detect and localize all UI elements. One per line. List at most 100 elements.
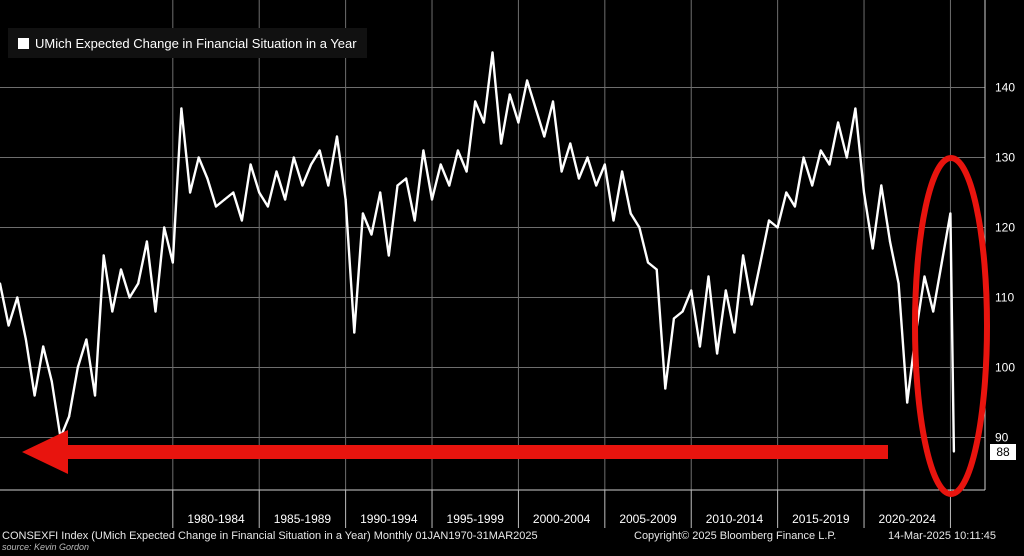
- footer-source: source: Kevin Gordon: [2, 542, 90, 552]
- data-point: [379, 191, 382, 194]
- y-tick-label: 90: [995, 431, 1009, 445]
- data-point: [301, 184, 304, 187]
- data-point: [309, 163, 313, 166]
- data-point: [500, 142, 503, 145]
- data-point: [517, 121, 520, 124]
- data-point: [93, 394, 97, 397]
- data-point: [767, 219, 771, 222]
- legend-swatch-icon: [18, 37, 29, 49]
- data-point: [802, 156, 805, 159]
- data-point: [811, 184, 814, 187]
- y-tick-label: 130: [995, 151, 1015, 165]
- data-point: [145, 240, 148, 243]
- data-point: [7, 324, 10, 327]
- data-point: [249, 163, 252, 166]
- data-point: [76, 366, 79, 369]
- data-point: [577, 177, 581, 180]
- data-point: [690, 289, 693, 292]
- data-point: [353, 331, 356, 334]
- data-point: [698, 345, 701, 348]
- data-point: [448, 184, 451, 187]
- data-point: [214, 205, 218, 208]
- data-point: [595, 184, 598, 187]
- data-point: [16, 296, 19, 299]
- data-point: [664, 387, 667, 390]
- data-point: [508, 93, 511, 96]
- data-point: [456, 149, 460, 152]
- x-tick-label: 2010-2014: [706, 512, 764, 526]
- y-tick-label: 120: [995, 221, 1015, 235]
- data-point: [733, 331, 736, 334]
- data-point: [102, 254, 105, 257]
- data-point: [819, 149, 822, 152]
- data-point: [940, 261, 943, 264]
- data-point: [370, 233, 373, 236]
- data-point: [396, 184, 399, 187]
- data-point: [491, 51, 494, 54]
- red-arrow-shaft: [60, 445, 888, 459]
- data-point: [335, 135, 339, 138]
- x-tick-label: 2015-2019: [792, 512, 850, 526]
- legend-label: UMich Expected Change in Financial Situa…: [35, 35, 357, 51]
- data-point: [223, 198, 226, 201]
- data-point: [482, 121, 485, 124]
- footer-description: CONSEXFI Index (UMich Expected Change in…: [2, 530, 538, 542]
- data-point: [361, 212, 364, 215]
- data-point: [284, 198, 287, 201]
- data-point: [232, 191, 235, 194]
- data-point: [828, 163, 831, 166]
- data-point: [871, 247, 874, 250]
- data-point: [85, 338, 88, 341]
- y-axis: 90 100 110 120 130 140: [984, 0, 1015, 490]
- data-point: [707, 275, 710, 278]
- data-point: [716, 352, 719, 355]
- data-point: [24, 338, 28, 341]
- data-point: [404, 177, 408, 180]
- data-point: [137, 282, 140, 285]
- data-point: [240, 219, 244, 222]
- data-point: [275, 170, 278, 173]
- data-point: [776, 226, 779, 229]
- data-point: [906, 401, 909, 404]
- x-tick-label: 1985-1989: [274, 512, 332, 526]
- data-point: [672, 317, 676, 320]
- data-point: [560, 170, 563, 173]
- data-point: [655, 268, 658, 271]
- chart-grid: [0, 0, 985, 490]
- x-tick-label: 2005-2009: [619, 512, 677, 526]
- data-point: [318, 149, 321, 152]
- data-point: [171, 261, 174, 264]
- data-point: [952, 450, 955, 453]
- data-point: [629, 212, 632, 215]
- data-point: [949, 212, 952, 215]
- red-ellipse-highlight: [912, 155, 990, 497]
- data-point: [923, 275, 926, 278]
- data-point: [413, 219, 416, 222]
- x-tick-label: 1995-1999: [447, 512, 505, 526]
- data-point: [638, 226, 641, 229]
- data-point: [128, 296, 131, 299]
- x-tick-label: 1980-1984: [187, 512, 245, 526]
- data-point: [474, 100, 477, 103]
- data-point: [0, 282, 2, 285]
- x-tick-label: 2000-2004: [533, 512, 591, 526]
- data-point: [569, 142, 572, 145]
- data-point: [42, 345, 45, 348]
- x-axis: 1980-1984 1985-1989 1990-1994 1995-1999 2000…: [0, 489, 985, 528]
- data-point: [793, 205, 797, 208]
- data-point: [163, 226, 166, 229]
- data-point: [612, 219, 615, 222]
- data-point: [932, 310, 935, 313]
- data-point: [154, 310, 157, 313]
- data-point: [292, 156, 295, 159]
- data-point: [188, 191, 192, 194]
- data-point: [50, 380, 53, 383]
- data-point: [741, 254, 745, 257]
- data-point: [33, 394, 36, 397]
- y-tick-label: 100: [995, 361, 1015, 375]
- data-point: [845, 156, 848, 159]
- data-point: [681, 310, 684, 313]
- data-point: [68, 415, 71, 418]
- data-point: [387, 254, 390, 257]
